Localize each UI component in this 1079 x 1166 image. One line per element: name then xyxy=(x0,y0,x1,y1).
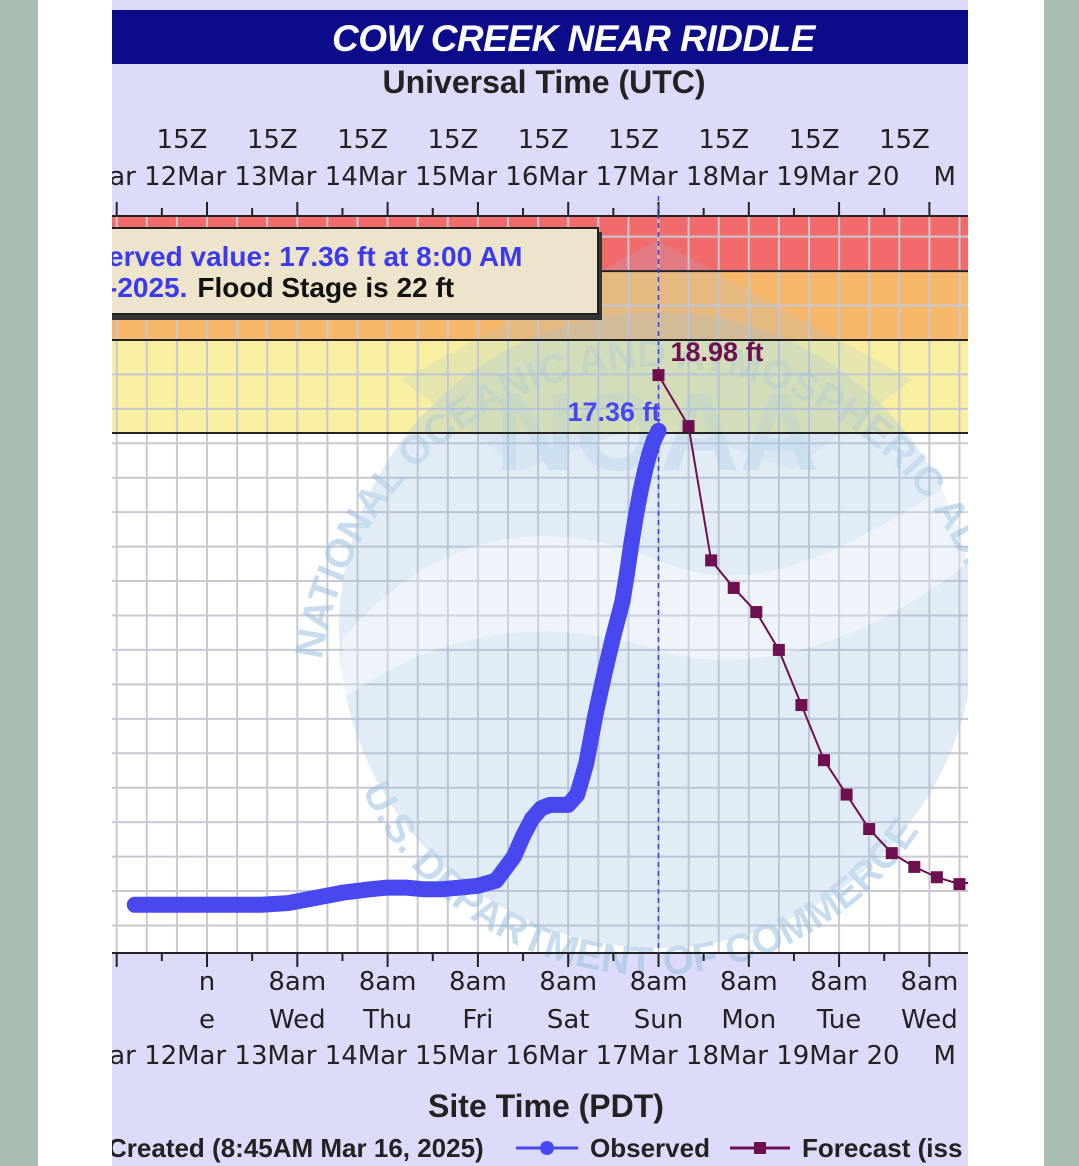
bottom-date-label: Mar 14 xyxy=(267,1041,357,1071)
forecast-value-label: 18.98 ft xyxy=(671,337,764,367)
bottom-day-label: Tue xyxy=(816,1005,861,1035)
top-hour-label: 15Z xyxy=(247,125,298,155)
forecast-point xyxy=(930,871,943,884)
top-axis-title: Universal Time (UTC) xyxy=(382,64,705,100)
bottom-date-label: M xyxy=(933,1041,955,1071)
bottom-date-label: Mar 12 xyxy=(112,1041,177,1071)
hydrograph-chart: NOAA NATIONAL OCEANIC AND ATMOSPHERIC AD… xyxy=(112,0,968,1163)
top-hour-label: 15Z xyxy=(427,125,478,155)
bottom-date-label: Mar 19 xyxy=(719,1041,809,1071)
bottom-hour-label: 8am xyxy=(268,967,326,997)
top-hour-label: 15Z xyxy=(157,125,208,155)
hydrograph-panel: COW CREEK NEAR RIDDLE NOAA NATIONAL OCEA… xyxy=(112,0,968,1166)
observed-point xyxy=(614,593,631,610)
top-date-label: M xyxy=(933,162,955,192)
axis-ticks xyxy=(115,202,931,967)
bottom-hour-label: 8am xyxy=(449,967,507,997)
info-box: erved value: 17.36 ft at 8:00 AM -2025. F… xyxy=(112,227,602,320)
top-hour-label: 15Z xyxy=(337,125,388,155)
observed-point xyxy=(623,535,640,552)
forecast-point xyxy=(652,369,665,382)
bottom-date-label: Mar 18 xyxy=(629,1041,719,1071)
forecast-point xyxy=(863,823,876,836)
observed-point xyxy=(618,566,635,583)
legend-created: Created (8:45AM Mar 16, 2025) xyxy=(112,1133,484,1163)
legend-forecast-marker xyxy=(754,1142,766,1154)
forecast-point xyxy=(727,581,740,594)
info-box-flood-stage: Flood Stage is 22 ft xyxy=(197,272,454,303)
bottom-day-label: Mon xyxy=(721,1005,776,1035)
bottom-hour-label: 8am xyxy=(900,967,958,997)
bottom-hour-label: 8am xyxy=(720,967,778,997)
forecast-point xyxy=(772,643,785,656)
bottom-hour-label: 8am xyxy=(630,967,688,997)
forecast-point xyxy=(818,754,831,767)
bottom-date-label: Mar 20 xyxy=(809,1041,899,1071)
bottom-day-label: Thu xyxy=(362,1005,412,1035)
forecast-point xyxy=(953,878,966,891)
forecast-point xyxy=(705,554,718,567)
flood-band-minor xyxy=(112,339,968,433)
bottom-hour-label: 8am xyxy=(539,967,597,997)
observed-point xyxy=(636,462,653,479)
observed-point xyxy=(650,422,667,439)
observed-point xyxy=(605,628,622,645)
top-date-label: Mar 18 xyxy=(629,162,719,192)
bottom-day-label: Wed xyxy=(901,1005,958,1035)
observed-point xyxy=(632,483,649,500)
forecast-point xyxy=(885,847,898,860)
legend-observed-marker xyxy=(540,1141,554,1155)
forecast-point xyxy=(682,420,695,433)
top-date-label: Mar 15 xyxy=(358,162,448,192)
info-box-line-2: -2025. Flood Stage is 22 ft xyxy=(112,272,454,303)
bottom-day-label: Sat xyxy=(547,1005,590,1035)
bottom-day-label: Fri xyxy=(462,1005,493,1035)
bottom-hour-label: 8am xyxy=(810,967,868,997)
observed-points xyxy=(605,422,667,645)
legend: Created (8:45AM Mar 16, 2025) Observed F… xyxy=(112,1133,962,1163)
legend-forecast-label: Forecast (iss xyxy=(802,1133,962,1163)
info-box-background xyxy=(112,227,599,315)
top-hour-label: 15Z xyxy=(698,125,749,155)
top-date-label: Mar 13 xyxy=(177,162,267,192)
watermark-wave xyxy=(342,472,968,700)
chart-title: COW CREEK NEAR RIDDLE xyxy=(332,18,815,59)
bottom-date-label: Mar 16 xyxy=(448,1041,538,1071)
top-date-label: Mar 16 xyxy=(448,162,538,192)
forecast-point xyxy=(795,699,808,712)
legend-observed-label: Observed xyxy=(590,1133,710,1163)
top-date-label: Mar 20 xyxy=(809,162,899,192)
bottom-date-label: Mar 13 xyxy=(177,1041,267,1071)
top-date-label: Mar 14 xyxy=(267,162,357,192)
bottom-date-label: Mar 17 xyxy=(538,1041,628,1071)
top-hour-label: 15Z xyxy=(879,125,930,155)
top-hour-label: 15Z xyxy=(789,125,840,155)
top-date-label: Mar 12 xyxy=(112,162,177,192)
bottom-day-label: e xyxy=(199,1005,215,1035)
bottom-hour-label: n xyxy=(199,967,215,997)
bottom-day-label: Sun xyxy=(634,1005,683,1035)
top-hour-label: 15Z xyxy=(518,125,569,155)
normal-band xyxy=(112,432,968,953)
forecast-point xyxy=(750,606,763,619)
top-hour-label: 15Z xyxy=(608,125,659,155)
bottom-date-label: Mar 15 xyxy=(358,1041,448,1071)
observed-point xyxy=(641,445,658,462)
chart-title-bar: COW CREEK NEAR RIDDLE xyxy=(112,10,968,64)
forecast-point xyxy=(908,860,921,873)
top-date-label: Mar 19 xyxy=(719,162,809,192)
forecast-point xyxy=(840,788,853,801)
observed-value-label: 17.36 ft xyxy=(567,397,660,427)
bottom-axis-title: Site Time (PDT) xyxy=(428,1088,664,1124)
watermark-bird-upper xyxy=(402,240,912,470)
observed-point xyxy=(627,507,644,524)
top-date-label: Mar 17 xyxy=(538,162,628,192)
axis-labels: Z15Z15Z15Z15Z15Z15Z15Z15Z15Z11Mar 12Mar … xyxy=(112,125,958,1071)
bottom-day-label: Wed xyxy=(269,1005,326,1035)
forecast-points xyxy=(652,369,966,891)
info-box-line-2-date: -2025. xyxy=(112,272,187,303)
watermark-circle xyxy=(339,312,968,948)
bottom-hour-label: 8am xyxy=(359,967,417,997)
info-box-line-1: erved value: 17.36 ft at 8:00 AM xyxy=(112,241,522,272)
